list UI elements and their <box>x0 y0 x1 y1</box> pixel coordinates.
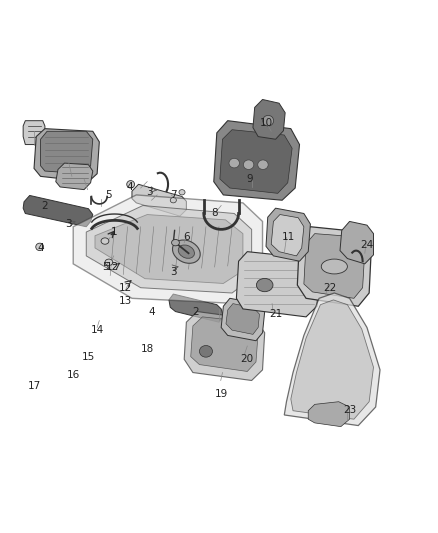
Text: 5: 5 <box>105 190 111 200</box>
Text: 3: 3 <box>66 219 72 229</box>
Ellipse shape <box>229 158 240 168</box>
Polygon shape <box>86 206 252 293</box>
Polygon shape <box>340 221 374 264</box>
Polygon shape <box>308 402 350 426</box>
Text: 2: 2 <box>192 306 198 317</box>
Polygon shape <box>237 252 319 317</box>
Text: 14: 14 <box>91 325 104 335</box>
Polygon shape <box>226 304 259 334</box>
Polygon shape <box>266 208 311 261</box>
Text: 4: 4 <box>37 243 44 253</box>
Polygon shape <box>169 294 223 322</box>
Text: 3: 3 <box>146 187 153 197</box>
Text: 15: 15 <box>82 352 95 361</box>
Ellipse shape <box>105 259 113 265</box>
Text: 13: 13 <box>119 296 132 306</box>
Polygon shape <box>284 293 380 425</box>
Ellipse shape <box>172 239 180 246</box>
Text: 12: 12 <box>106 262 119 271</box>
Ellipse shape <box>263 115 274 126</box>
Text: 23: 23 <box>343 405 356 415</box>
Polygon shape <box>220 130 292 193</box>
Text: 22: 22 <box>323 282 337 293</box>
Ellipse shape <box>321 259 347 274</box>
Ellipse shape <box>101 238 109 244</box>
Text: 20: 20 <box>241 354 254 364</box>
Ellipse shape <box>179 190 185 195</box>
Ellipse shape <box>258 160 268 169</box>
Polygon shape <box>291 300 374 419</box>
Polygon shape <box>95 215 243 284</box>
Polygon shape <box>73 195 262 304</box>
Polygon shape <box>23 120 45 144</box>
Text: 4: 4 <box>127 182 133 192</box>
Text: 7: 7 <box>170 190 177 200</box>
Polygon shape <box>297 227 371 306</box>
Text: 18: 18 <box>141 344 154 354</box>
Text: 11: 11 <box>282 232 295 243</box>
Text: 1: 1 <box>111 227 118 237</box>
Polygon shape <box>304 233 365 298</box>
Ellipse shape <box>178 245 194 259</box>
Polygon shape <box>34 128 99 182</box>
Text: 10: 10 <box>260 118 273 128</box>
Text: 16: 16 <box>67 370 80 380</box>
Text: 24: 24 <box>360 240 374 251</box>
Ellipse shape <box>244 160 254 169</box>
Polygon shape <box>56 163 93 190</box>
Ellipse shape <box>36 243 44 251</box>
Polygon shape <box>271 215 304 256</box>
Text: 8: 8 <box>212 208 218 219</box>
Polygon shape <box>191 317 258 372</box>
Text: 2: 2 <box>42 200 48 211</box>
Ellipse shape <box>256 278 273 292</box>
Text: 12: 12 <box>119 282 132 293</box>
Polygon shape <box>221 298 265 341</box>
Polygon shape <box>41 131 93 174</box>
Text: 3: 3 <box>170 267 177 277</box>
Text: 17: 17 <box>28 381 41 391</box>
Polygon shape <box>214 120 300 200</box>
Polygon shape <box>23 196 93 227</box>
Ellipse shape <box>127 181 134 188</box>
Polygon shape <box>253 100 285 139</box>
Text: 19: 19 <box>215 389 228 399</box>
Text: 6: 6 <box>183 232 190 243</box>
Text: 5: 5 <box>102 262 109 271</box>
Ellipse shape <box>173 240 200 263</box>
Text: 4: 4 <box>148 306 155 317</box>
Ellipse shape <box>199 345 212 357</box>
Text: 21: 21 <box>269 309 282 319</box>
Polygon shape <box>132 184 186 216</box>
Ellipse shape <box>170 198 177 203</box>
Polygon shape <box>184 312 265 381</box>
Text: 9: 9 <box>246 174 253 184</box>
